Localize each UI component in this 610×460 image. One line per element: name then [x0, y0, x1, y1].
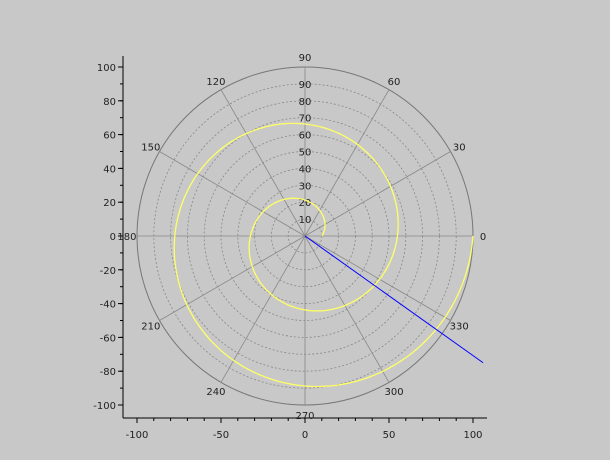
series-group — [173, 122, 484, 388]
y-tick-label: 20 — [103, 198, 116, 209]
radial-tick-label: 20 — [299, 198, 312, 209]
polar-spoke — [220, 89, 306, 237]
y-tick-label: -80 — [100, 367, 116, 378]
y-tick-label: -60 — [100, 333, 116, 344]
angle-tick-label: 240 — [206, 387, 225, 398]
polar-spoke — [304, 235, 390, 383]
radial-tick-label: 10 — [299, 215, 312, 226]
polar-grid: 0 30 60 90 120 150 180 210 240 270 300 330 10 20 30 40 5… — [117, 53, 486, 422]
angle-tick-label: 60 — [388, 77, 401, 88]
polar-spoke — [304, 151, 451, 237]
radial-tick-label: 90 — [299, 80, 312, 91]
angle-tick-label: 180 — [117, 232, 136, 243]
x-tick-label: 50 — [383, 430, 396, 441]
angle-tick-label: 0 — [480, 232, 486, 243]
angle-tick-label: 120 — [206, 77, 225, 88]
polar-spoke — [304, 89, 390, 237]
radial-tick-label: 70 — [299, 114, 312, 125]
y-tick-label: -100 — [93, 401, 116, 412]
radial-tick-label: 60 — [299, 131, 312, 142]
x-tick-label: 100 — [463, 430, 482, 441]
x-tick-label: -100 — [126, 430, 149, 441]
radial-tick-label: 50 — [299, 148, 312, 159]
line-series — [304, 235, 484, 364]
polar-spoke — [304, 235, 451, 321]
angle-tick-label: 90 — [299, 53, 312, 64]
angle-tick-label: 300 — [384, 387, 403, 398]
polar-spoke — [159, 235, 306, 321]
angle-tick-label: 210 — [141, 322, 160, 333]
polar-spoke — [220, 235, 306, 383]
radial-tick-label: 40 — [299, 164, 312, 175]
polar-spoke — [159, 151, 306, 237]
angle-tick-label: 270 — [295, 411, 314, 422]
y-tick-label: 80 — [103, 97, 116, 108]
radial-tick-label: 30 — [299, 181, 312, 192]
y-tick-label: -20 — [100, 266, 116, 277]
y-tick-label: 60 — [103, 131, 116, 142]
angle-tick-label: 330 — [450, 322, 469, 333]
radial-tick-label: 80 — [299, 97, 312, 108]
y-tick-label: 0 — [110, 232, 116, 243]
x-tick-label: -50 — [213, 430, 229, 441]
angle-tick-label: 150 — [141, 142, 160, 153]
spiral-series — [173, 122, 474, 388]
y-tick-label: -40 — [100, 300, 116, 311]
x-tick-label: 0 — [302, 430, 308, 441]
angle-tick-label: 30 — [453, 142, 466, 153]
y-tick-label: 100 — [97, 63, 116, 74]
y-tick-label: 40 — [103, 164, 116, 175]
